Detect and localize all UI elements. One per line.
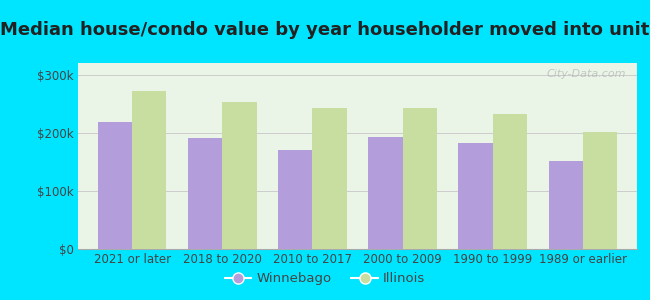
Bar (458, 143, 493, 249)
Legend: Winnebago, Illinois: Winnebago, Illinois (220, 267, 430, 290)
Bar (98, 122, 132, 249)
Bar (583, 132, 617, 249)
Bar (188, 138, 222, 249)
Bar (132, 92, 166, 249)
Bar (369, 137, 402, 249)
Bar (222, 102, 257, 249)
Bar (402, 108, 437, 249)
Text: Median house/condo value by year householder moved into unit: Median house/condo value by year househo… (0, 21, 650, 39)
Text: City-Data.com: City-Data.com (546, 69, 626, 79)
Bar (278, 150, 313, 249)
Bar (313, 108, 346, 249)
Bar (493, 114, 527, 249)
Bar (549, 160, 583, 249)
